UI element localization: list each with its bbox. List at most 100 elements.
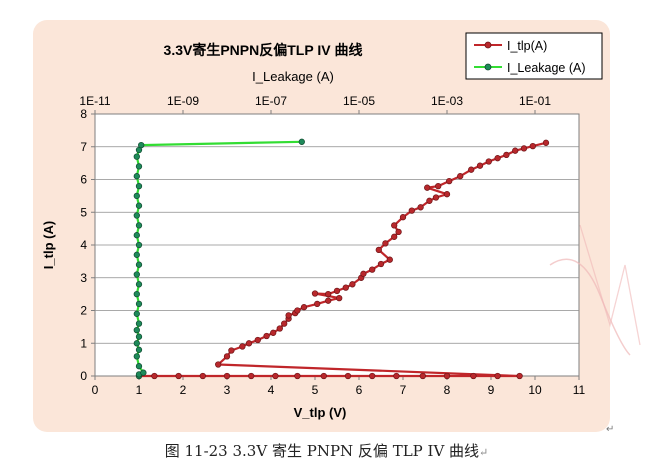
data-point-tlp bbox=[485, 158, 492, 165]
data-point-tlp bbox=[223, 353, 231, 360]
data-point-tlp bbox=[344, 372, 352, 380]
data-point-tlp bbox=[294, 307, 301, 314]
data-point-leakage bbox=[133, 340, 140, 347]
data-point-tlp bbox=[419, 372, 426, 380]
data-point-leakage bbox=[133, 212, 140, 219]
data-point-leakage bbox=[133, 251, 140, 258]
chart-panel: 0 1 2 3 4 5 6 7 8 0 1 2 3 4 5 6 7 8 9 10 11 1E-11 1E-09 1E-07 1E… bbox=[33, 20, 610, 432]
data-point-tlp bbox=[417, 204, 424, 211]
grid-layer bbox=[95, 146, 579, 344]
data-point-leakage bbox=[135, 363, 143, 370]
x-axis-label: V_tlp (V) bbox=[294, 405, 347, 420]
x2-tick-label: 1E-03 bbox=[431, 94, 463, 108]
data-point-tlp bbox=[294, 372, 301, 380]
data-point-tlp bbox=[470, 372, 477, 380]
x2-tick-label: 1E-09 bbox=[167, 94, 199, 108]
axis-layer: 0 1 2 3 4 5 6 7 8 0 1 2 3 4 5 6 7 8 9 10 11 1E-11 1E-09 1E-07 1E… bbox=[79, 94, 585, 397]
caption-return-mark: ↵ bbox=[479, 446, 489, 459]
y-axis-label: I_tlp (A) bbox=[41, 221, 56, 269]
data-point-tlp bbox=[375, 246, 382, 254]
data-point-leakage bbox=[135, 320, 143, 327]
x2-tick-label: 1E-07 bbox=[255, 94, 287, 108]
data-point-leakage bbox=[135, 261, 143, 268]
legend-label-tlp: I_tlp(A) bbox=[507, 39, 547, 53]
x2-axis-label: I_Leakage (A) bbox=[252, 69, 334, 84]
data-point-leakage bbox=[135, 163, 143, 170]
legend: I_tlp(A) I_Leakage (A) bbox=[465, 32, 603, 80]
data-point-tlp bbox=[336, 294, 343, 302]
data-point-tlp bbox=[391, 222, 398, 229]
data-point-tlp bbox=[426, 197, 433, 204]
y-tick-label: 6 bbox=[80, 173, 87, 187]
data-point-tlp bbox=[386, 256, 393, 263]
y-tick-label: 7 bbox=[80, 140, 87, 154]
data-point-tlp bbox=[399, 214, 407, 221]
data-point-tlp bbox=[468, 166, 475, 173]
data-point-leakage bbox=[135, 333, 143, 340]
data-point-tlp bbox=[360, 270, 367, 277]
paragraph-mark: ↵ bbox=[606, 424, 615, 435]
data-point-tlp bbox=[281, 320, 288, 327]
data-point-tlp bbox=[245, 340, 253, 347]
data-point-tlp bbox=[393, 372, 400, 380]
x2-tick-label: 1E-11 bbox=[79, 94, 110, 108]
data-point-leakage bbox=[133, 353, 140, 360]
data-point-leakage bbox=[135, 241, 143, 249]
x-tick-label: 8 bbox=[444, 383, 451, 397]
data-point-tlp bbox=[175, 372, 182, 380]
legend-label-leakage: I_Leakage (A) bbox=[507, 61, 586, 75]
x-tick-label: 1 bbox=[136, 383, 143, 397]
data-point-tlp bbox=[512, 147, 519, 154]
data-point-tlp bbox=[325, 290, 332, 298]
data-point-tlp bbox=[239, 343, 246, 350]
chart-svg: 0 1 2 3 4 5 6 7 8 0 1 2 3 4 5 6 7 8 9 10 11 1E-11 1E-09 1E-07 1E… bbox=[41, 32, 603, 420]
x-tick-label: 3 bbox=[224, 383, 231, 397]
data-point-tlp bbox=[151, 372, 158, 380]
data-point-tlp bbox=[457, 173, 464, 180]
data-point-tlp bbox=[311, 290, 319, 297]
data-point-tlp bbox=[215, 361, 222, 368]
data-point-tlp bbox=[408, 207, 415, 214]
data-point-tlp bbox=[503, 151, 510, 159]
x-tick-label: 2 bbox=[180, 383, 187, 397]
data-point-tlp bbox=[494, 372, 501, 380]
data-point-tlp bbox=[435, 182, 442, 190]
data-point-leakage bbox=[135, 222, 143, 229]
data-point-tlp bbox=[223, 372, 231, 380]
data-point-tlp bbox=[446, 177, 453, 185]
data-point-tlp bbox=[369, 266, 376, 273]
y-tick-label: 1 bbox=[80, 336, 87, 350]
x-tick-label: 6 bbox=[356, 383, 363, 397]
data-point-tlp bbox=[300, 304, 308, 311]
data-point-leakage bbox=[135, 281, 143, 288]
data-point-tlp bbox=[443, 372, 451, 380]
data-point-tlp bbox=[369, 372, 376, 380]
data-point-tlp bbox=[272, 372, 279, 380]
data-point-tlp bbox=[542, 139, 550, 146]
caption-text: 图 11-23 3.3V 寄生 PNPN 反偏 TLP IV 曲线 bbox=[164, 442, 480, 460]
x-tick-label: 7 bbox=[400, 383, 407, 397]
data-point-tlp bbox=[520, 145, 528, 152]
data-point-tlp bbox=[248, 372, 255, 380]
data-point-tlp bbox=[342, 284, 349, 291]
legend-marker-leakage bbox=[484, 63, 492, 71]
data-point-tlp bbox=[285, 312, 292, 319]
data-point-tlp bbox=[254, 336, 261, 344]
data-point-leakage bbox=[133, 173, 140, 180]
data-point-tlp bbox=[494, 155, 501, 162]
x-tick-label: 5 bbox=[312, 383, 319, 397]
data-point-tlp bbox=[320, 372, 327, 380]
x2-tick-label: 1E-01 bbox=[519, 94, 551, 108]
data-point-tlp bbox=[199, 372, 206, 380]
x2-tick-label: 1E-05 bbox=[343, 94, 375, 108]
data-point-tlp bbox=[228, 347, 235, 354]
y-tick-label: 5 bbox=[80, 205, 87, 219]
data-point-leakage bbox=[133, 153, 140, 160]
data-point-leakage bbox=[140, 369, 147, 376]
x-tick-label: 10 bbox=[528, 383, 542, 397]
data-point-tlp bbox=[270, 329, 277, 336]
y-tick-label: 8 bbox=[80, 107, 87, 121]
data-point-leakage bbox=[133, 271, 140, 278]
legend-marker-tlp bbox=[484, 41, 492, 49]
data-point-leakage bbox=[135, 346, 143, 353]
